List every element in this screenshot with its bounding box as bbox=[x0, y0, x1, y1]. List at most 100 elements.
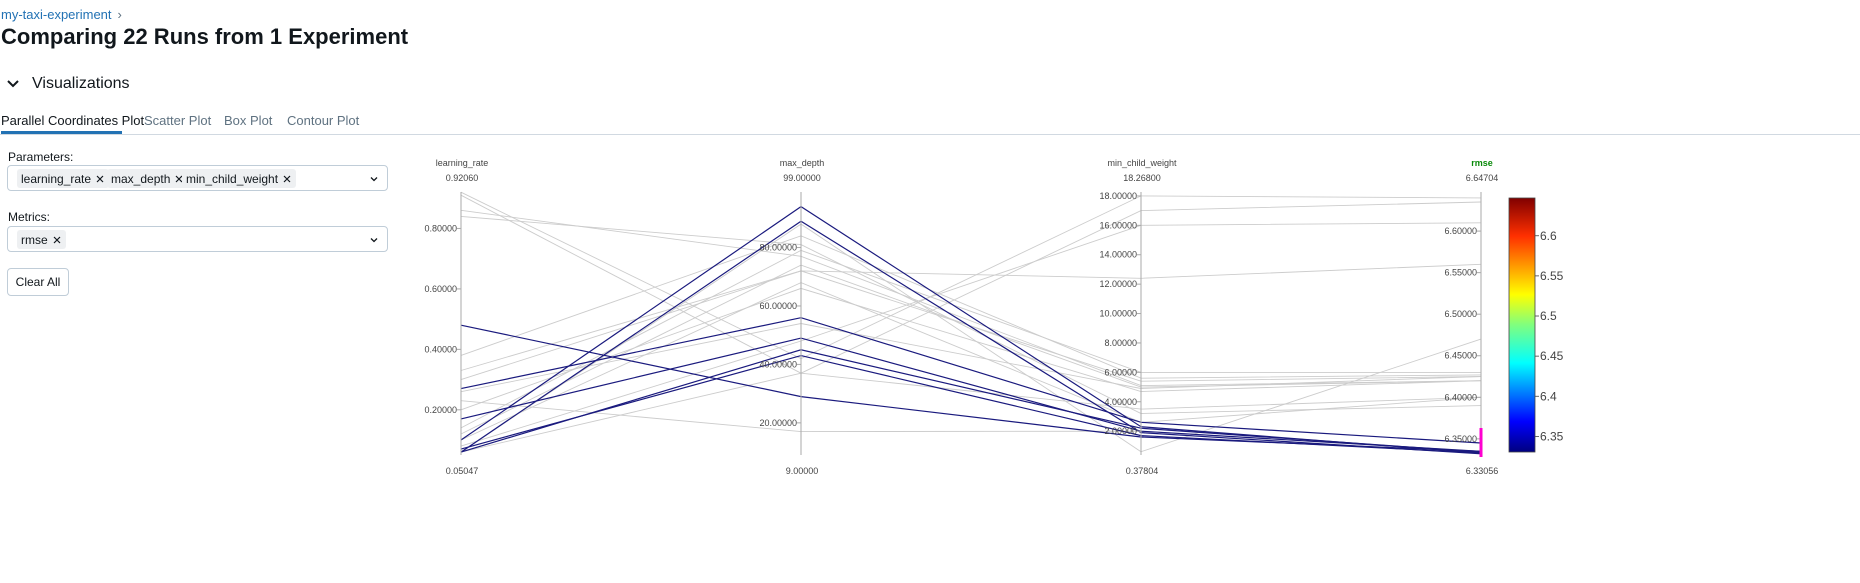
axis-min-label: 6.33056 bbox=[1466, 466, 1499, 476]
axes: learning_rate 0.92060 0.05047 0.20000 0.4000… bbox=[424, 158, 1498, 476]
colorbar-tick-label: 6.5 bbox=[1540, 309, 1557, 323]
tab-contour-plot[interactable]: Contour Plot bbox=[287, 113, 360, 128]
chevron-down-icon[interactable] bbox=[369, 235, 379, 245]
axis-tick-label: 0.60000 bbox=[424, 284, 457, 294]
axis-tick-label: 6.60000 bbox=[1444, 226, 1477, 236]
clear-all-button[interactable]: Clear All bbox=[7, 268, 69, 296]
run-line-highlighted bbox=[460, 349, 1482, 453]
colorbar-tick-label: 6.4 bbox=[1540, 389, 1557, 403]
section-title: Visualizations bbox=[32, 75, 130, 92]
axis-tick-label: 6.45000 bbox=[1444, 351, 1477, 361]
axis-min-label: 0.05047 bbox=[446, 466, 479, 476]
axis-max-label: 6.64704 bbox=[1466, 173, 1499, 183]
parameter-chip-min-child-weight: min_child_weight bbox=[182, 169, 297, 188]
metrics-select[interactable]: rmse bbox=[7, 226, 388, 252]
axis-tick-label: 12.00000 bbox=[1099, 279, 1137, 289]
axis-tick-label: 60.00000 bbox=[759, 301, 797, 311]
axis-title[interactable]: rmse bbox=[1471, 158, 1493, 168]
run-line bbox=[460, 323, 1482, 393]
run-line bbox=[460, 264, 1482, 435]
axis-tick-label: 20.00000 bbox=[759, 418, 797, 428]
parameter-chip-max-depth: max_depth bbox=[107, 169, 189, 188]
run-line-highlighted bbox=[460, 317, 1482, 444]
run-line-highlighted bbox=[460, 354, 1482, 454]
run-line bbox=[460, 223, 1482, 453]
chip-label: rmse bbox=[21, 232, 48, 247]
axis-title[interactable]: min_child_weight bbox=[1107, 158, 1177, 168]
axis-min-label: 9.00000 bbox=[786, 466, 819, 476]
metrics-label: Metrics: bbox=[8, 210, 50, 224]
axis-max-label: 18.26800 bbox=[1123, 173, 1161, 183]
run-line bbox=[460, 194, 1482, 374]
breadcrumb: my-taxi-experiment › bbox=[1, 7, 122, 22]
remove-icon[interactable] bbox=[95, 174, 105, 184]
tab-scatter-plot[interactable]: Scatter Plot bbox=[144, 113, 212, 128]
parameters-label: Parameters: bbox=[8, 150, 74, 164]
axis-max-label: 0.92060 bbox=[446, 173, 479, 183]
tab-box-plot[interactable]: Box Plot bbox=[224, 113, 273, 128]
axis-tick-label: 0.20000 bbox=[424, 405, 457, 415]
rmse-brush-selection[interactable] bbox=[1479, 428, 1483, 457]
axis-max-depth[interactable]: max_depth 99.00000 9.00000 20.00000 40.00000… bbox=[759, 158, 824, 476]
axis-tick-label: 40.00000 bbox=[759, 359, 797, 369]
run-line bbox=[460, 372, 1482, 453]
run-line bbox=[460, 209, 1482, 387]
axis-title[interactable]: learning_rate bbox=[436, 158, 489, 168]
run-line bbox=[460, 263, 1482, 381]
remove-icon[interactable] bbox=[174, 174, 184, 184]
run-line bbox=[460, 249, 1481, 429]
axis-title[interactable]: max_depth bbox=[780, 158, 825, 168]
remove-icon[interactable] bbox=[52, 235, 62, 245]
parameters-select[interactable]: learning_rate max_depth min_child_weight bbox=[7, 165, 388, 191]
colorbar-tick-label: 6.6 bbox=[1540, 229, 1557, 243]
axis-tick-label: 6.00000 bbox=[1104, 367, 1137, 377]
axis-tick-label: 10.00000 bbox=[1099, 309, 1137, 319]
axis-min-label: 0.37804 bbox=[1126, 466, 1159, 476]
axis-tick-label: 6.40000 bbox=[1444, 392, 1477, 402]
axis-tick-label: 18.00000 bbox=[1099, 191, 1137, 201]
colorbar-gradient bbox=[1508, 197, 1536, 453]
axis-tick-label: 6.35000 bbox=[1444, 434, 1477, 444]
highlighted-run-lines bbox=[460, 205, 1482, 455]
colorbar: 6.35 6.4 6.45 6.5 6.55 6.6 bbox=[1508, 197, 1564, 453]
axis-tick-label: 16.00000 bbox=[1099, 220, 1137, 230]
muted-run-lines bbox=[460, 191, 1482, 453]
chip-label: min_child_weight bbox=[186, 171, 279, 186]
run-line-highlighted bbox=[460, 220, 1482, 455]
breadcrumb-separator: › bbox=[117, 7, 122, 22]
run-line bbox=[460, 222, 1482, 447]
breadcrumb-experiment-link[interactable]: my-taxi-experiment bbox=[1, 7, 112, 22]
run-line-highlighted bbox=[460, 337, 1482, 452]
chevron-down-icon[interactable] bbox=[369, 174, 379, 184]
axis-tick-label: 8.00000 bbox=[1104, 338, 1137, 348]
axis-tick-label: 2.00000 bbox=[1104, 426, 1137, 436]
run-line bbox=[460, 235, 1482, 379]
axis-tick-label: 6.50000 bbox=[1444, 309, 1477, 319]
parameter-chip-learning-rate: learning_rate bbox=[17, 169, 110, 188]
run-line bbox=[460, 191, 1482, 360]
remove-icon[interactable] bbox=[282, 174, 292, 184]
visualization-tabs: Parallel Coordinates Plot Scatter Plot B… bbox=[0, 110, 1860, 135]
visualizations-section-toggle[interactable]: Visualizations bbox=[4, 75, 130, 93]
axis-rmse[interactable]: rmse 6.64704 6.33056 6.35000 6.40000 6.45000 6… bbox=[1444, 158, 1498, 476]
chevron-down-icon bbox=[7, 80, 19, 88]
axis-max-label: 99.00000 bbox=[783, 173, 821, 183]
colorbar-tick-label: 6.55 bbox=[1540, 269, 1564, 283]
axis-min-child-weight[interactable]: min_child_weight 18.26800 0.37804 2.00000 4.… bbox=[1099, 158, 1177, 476]
axis-tick-label: 14.00000 bbox=[1099, 250, 1137, 260]
run-line-highlighted bbox=[460, 205, 1482, 454]
run-line-highlighted bbox=[460, 324, 1482, 452]
axis-tick-label: 6.55000 bbox=[1444, 268, 1477, 278]
colorbar-tick-label: 6.45 bbox=[1540, 349, 1564, 363]
axis-learning-rate[interactable]: learning_rate 0.92060 0.05047 0.20000 0.4000… bbox=[424, 158, 488, 476]
axis-tick-label: 0.40000 bbox=[424, 344, 457, 354]
tab-parallel-coordinates[interactable]: Parallel Coordinates Plot bbox=[1, 113, 145, 128]
axis-tick-label: 80.00000 bbox=[759, 243, 797, 253]
chip-label: max_depth bbox=[111, 171, 171, 186]
metric-chip-rmse: rmse bbox=[17, 230, 66, 249]
colorbar-tick-label: 6.35 bbox=[1540, 429, 1564, 443]
axis-tick-label: 4.00000 bbox=[1104, 397, 1137, 407]
active-tab-indicator bbox=[1, 131, 122, 134]
chip-label: learning_rate bbox=[21, 171, 92, 186]
